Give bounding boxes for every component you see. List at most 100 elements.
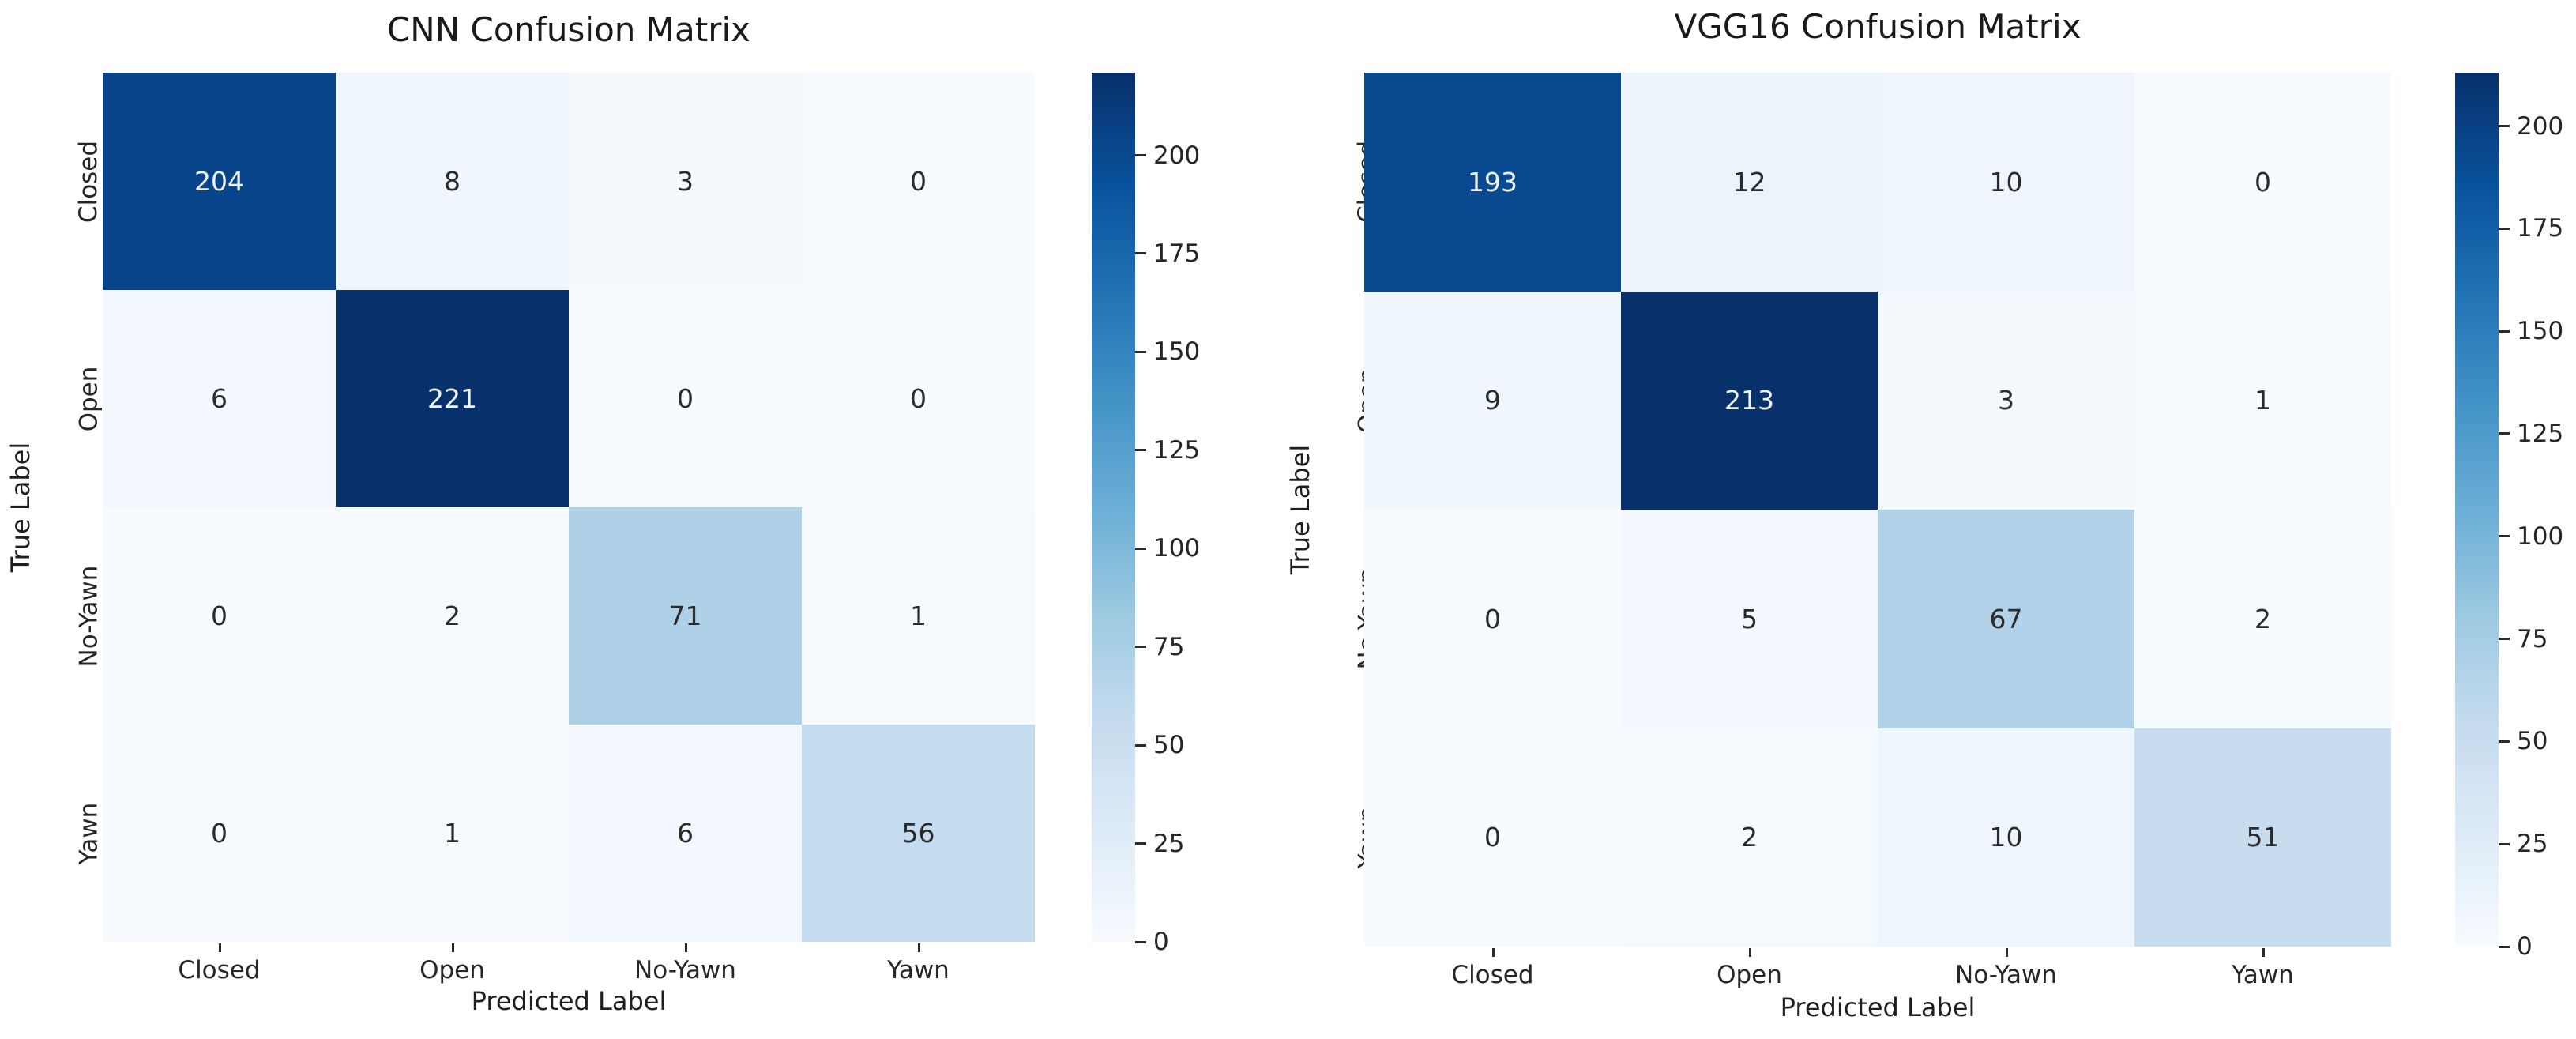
heatmap-cell: 5 xyxy=(1621,510,1878,728)
heatmap-cell: 0 xyxy=(2134,73,2391,292)
colorbar-tick: 125 xyxy=(1135,436,1200,465)
colorbar-tick: 25 xyxy=(2499,830,2548,858)
colorbar-tick: 100 xyxy=(2499,522,2563,551)
colorbar-tick-mark xyxy=(2499,329,2510,333)
colorbar-tick-label: 0 xyxy=(2517,932,2533,961)
colorbar-tick-mark xyxy=(2499,945,2510,948)
x-tick-mark xyxy=(2005,948,2008,957)
heatmap-cell: 3 xyxy=(1878,291,2134,510)
x-tick: Open xyxy=(336,942,569,988)
colorbar-tick-mark xyxy=(1135,449,1146,452)
heatmap-cell: 6 xyxy=(103,290,336,507)
colorbar-gradient xyxy=(2455,73,2499,947)
colorbar-tick: 175 xyxy=(1135,239,1200,268)
heatmap-cell: 0 xyxy=(569,290,802,507)
heatmap-cell: 67 xyxy=(1878,510,2134,728)
colorbar-tick: 25 xyxy=(1135,830,1184,858)
colorbar-tick-label: 175 xyxy=(2517,214,2564,243)
heatmap-cell: 1 xyxy=(336,725,569,942)
heatmap-cell: 3 xyxy=(569,73,802,290)
colorbar-tick: 175 xyxy=(2499,214,2563,243)
vgg16-confusion-matrix-panel: VGG16 Confusion Matrix True Label Closed… xyxy=(1285,0,2576,1039)
colorbar-tick: 150 xyxy=(1135,337,1200,366)
colorbar-tick-mark xyxy=(1135,743,1146,747)
colorbar-tick: 100 xyxy=(1135,534,1200,563)
x-tick-mark xyxy=(218,943,221,952)
chart-title: VGG16 Confusion Matrix xyxy=(1674,7,2081,46)
colorbar-tick: 150 xyxy=(2499,317,2563,345)
x-tick-mark xyxy=(2262,948,2265,957)
heatmap-cell: 56 xyxy=(802,725,1035,942)
heatmap-cell: 193 xyxy=(1364,73,1621,292)
colorbar-tick: 50 xyxy=(2499,727,2548,755)
x-tick-labels: Closed Open No-Yawn Yawn xyxy=(103,942,1035,988)
colorbar-tick-mark xyxy=(2499,227,2510,230)
x-tick: Open xyxy=(1621,947,1878,992)
x-tick-mark xyxy=(451,943,454,952)
colorbar-tick-mark xyxy=(1135,646,1146,649)
colorbar-tick: 200 xyxy=(1135,141,1200,170)
colorbar-tick-label: 175 xyxy=(1153,239,1201,268)
colorbar-tick-label: 150 xyxy=(2517,317,2564,346)
colorbar-tick-label: 25 xyxy=(1153,829,1185,858)
colorbar-tick: 0 xyxy=(1135,928,1169,956)
colorbar-tick-label: 125 xyxy=(1153,435,1201,465)
heatmap-cell: 10 xyxy=(1878,73,2134,292)
heatmap-cell: 1 xyxy=(2134,291,2391,510)
colorbar-gradient xyxy=(1092,73,1135,942)
colorbar-tick-mark xyxy=(1135,940,1146,943)
x-tick: No-Yawn xyxy=(1878,947,2134,992)
colorbar-tick-mark xyxy=(1135,547,1146,550)
x-axis-label: Predicted Label xyxy=(471,986,667,1016)
colorbar-ticks: 0 25 50 75 100 125 150 175 200 xyxy=(2499,73,2576,961)
y-tick-label: No-Yawn xyxy=(74,565,103,667)
heatmap-cell: 204 xyxy=(103,73,336,290)
x-tick: Yawn xyxy=(2134,947,2391,992)
heatmap-cell: 0 xyxy=(1364,728,1621,947)
x-tick-labels: Closed Open No-Yawn Yawn xyxy=(1364,947,2391,992)
colorbar-tick-label: 0 xyxy=(1153,928,1169,956)
x-tick-mark xyxy=(1491,948,1495,957)
heatmap-cell: 213 xyxy=(1621,291,1878,510)
colorbar-tick-label: 50 xyxy=(1153,731,1185,760)
y-tick-label: Closed xyxy=(74,140,103,223)
heatmap-grid: 204 8 3 0 6 221 0 0 0 2 71 1 0 1 6 56 xyxy=(103,73,1035,942)
colorbar-tick-label: 75 xyxy=(2517,624,2548,653)
heatmap-cell: 10 xyxy=(1878,728,2134,947)
heatmap-cell: 2 xyxy=(2134,510,2391,728)
x-tick: Closed xyxy=(1364,947,1621,992)
colorbar: 0 25 50 75 100 125 150 175 200 xyxy=(2455,73,2563,961)
colorbar-tick-mark xyxy=(2499,740,2510,743)
colorbar-tick-label: 150 xyxy=(1153,337,1201,367)
heatmap-cell: 0 xyxy=(1364,510,1621,728)
colorbar-tick-mark xyxy=(2499,638,2510,641)
heatmap-cell: 0 xyxy=(802,290,1035,507)
colorbar-tick-mark xyxy=(2499,842,2510,845)
colorbar-tick-mark xyxy=(2499,432,2510,435)
colorbar-tick-mark xyxy=(2499,125,2510,128)
colorbar-tick-label: 75 xyxy=(1153,632,1185,661)
heatmap-cell: 0 xyxy=(103,507,336,725)
colorbar-tick-mark xyxy=(1135,350,1146,353)
heatmap-cell: 51 xyxy=(2134,728,2391,947)
x-tick-mark xyxy=(684,943,687,952)
colorbar-tick-mark xyxy=(2499,535,2510,538)
heatmap-cell: 8 xyxy=(336,73,569,290)
colorbar: 0 25 50 75 100 125 150 175 200 xyxy=(1092,73,1200,956)
heatmap-cell: 71 xyxy=(569,507,802,725)
colorbar-tick-mark xyxy=(1135,252,1146,255)
heatmap-cell: 0 xyxy=(103,725,336,942)
chart-title: CNN Confusion Matrix xyxy=(386,10,750,49)
y-tick-label: Open xyxy=(74,366,103,431)
colorbar-tick: 200 xyxy=(2499,112,2563,141)
heatmap-cell: 2 xyxy=(1621,728,1878,947)
cnn-confusion-matrix-panel: CNN Confusion Matrix True Label Closed Op… xyxy=(6,10,1200,1016)
heatmap-cell: 0 xyxy=(802,73,1035,290)
heatmap-cell: 6 xyxy=(569,725,802,942)
colorbar-tick: 75 xyxy=(1135,633,1184,661)
colorbar-tick-label: 100 xyxy=(1153,534,1201,563)
heatmap-grid: 193 12 10 0 9 213 3 1 0 5 67 2 0 2 10 51 xyxy=(1364,73,2391,947)
